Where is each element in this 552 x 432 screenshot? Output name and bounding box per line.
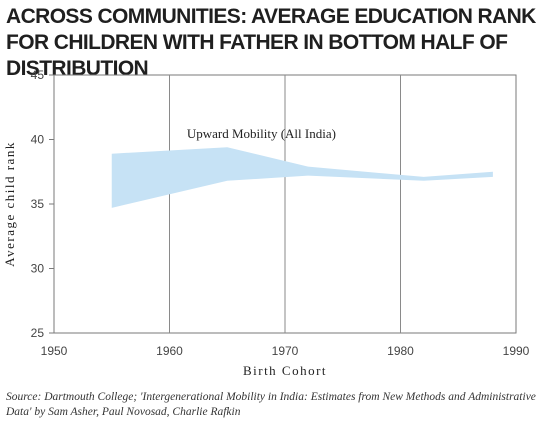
x-tick-label: 1990 xyxy=(503,344,530,358)
y-tick-label: 35 xyxy=(31,197,45,211)
series-annotation: Upward Mobility (All India) xyxy=(187,126,336,141)
y-tick-label: 45 xyxy=(31,68,45,82)
x-tick-label: 1970 xyxy=(272,344,299,358)
y-tick-label: 25 xyxy=(31,326,45,340)
chart-title: ACROSS COMMUNITIES: AVERAGE EDUCATION RA… xyxy=(6,5,536,80)
x-tick-label: 1960 xyxy=(156,344,183,358)
y-axis-ticks: 25 30 35 40 45 xyxy=(31,68,54,340)
series-band xyxy=(111,147,493,208)
y-axis-title: Average child rank xyxy=(2,141,17,267)
source-note: Source: Dartmouth College; 'Intergenerat… xyxy=(6,391,536,418)
x-tick-label: 1950 xyxy=(41,344,68,358)
x-axis-ticks: 1950 1960 1970 1980 1990 xyxy=(41,344,530,358)
y-tick-label: 40 xyxy=(31,133,45,147)
x-axis-title: Birth Cohort xyxy=(243,363,327,378)
y-tick-label: 30 xyxy=(31,262,45,276)
x-tick-label: 1980 xyxy=(387,344,414,358)
series-layer xyxy=(111,147,493,208)
gridlines xyxy=(169,75,401,333)
